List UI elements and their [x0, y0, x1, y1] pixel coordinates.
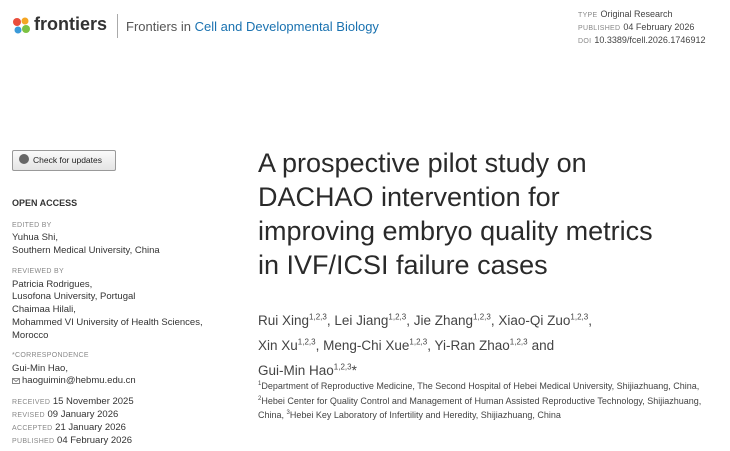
author-name[interactable]: Gui-Min Hao	[258, 362, 334, 378]
email[interactable]: haoguimin@hebmu.edu.cn	[22, 375, 136, 386]
author-separator: *	[351, 362, 357, 378]
meta-value: 04 February 2026	[623, 22, 695, 32]
edited-by-label: EDITED BY	[12, 222, 52, 229]
author-line: Gui-Min Hao1,2,3*	[258, 356, 592, 381]
check-updates-button[interactable]: Check for updates	[12, 150, 116, 171]
correspondent: Gui-Min Hao,	[12, 363, 68, 374]
date-label: ACCEPTED	[12, 425, 53, 432]
author-affiliation-ref: 1,2,3	[409, 337, 428, 346]
affiliation-text: Hebei Key Laboratory of Infertility and …	[289, 410, 561, 420]
author-affiliation-ref: 1,2,3	[309, 312, 327, 321]
affiliation-number: 3	[286, 410, 290, 416]
author-line: Rui Xing1,2,3, Lei Jiang1,2,3, Jie Zhang…	[258, 306, 592, 331]
author-name[interactable]: Jie Zhang	[413, 312, 474, 328]
journal-name: Cell and Developmental Biology	[194, 19, 379, 34]
meta-label: TYPE	[578, 12, 598, 19]
reviewer: Lusofona University, Portugal	[12, 291, 136, 302]
meta-value: Original Research	[600, 9, 673, 19]
author[interactable]: Xiao-Qi Zuo1,2,3,	[498, 312, 592, 328]
date-received: RECEIVED 15 November 2025	[12, 396, 134, 407]
date-label: RECEIVED	[12, 399, 51, 406]
author-name[interactable]: Xin Xu	[258, 337, 298, 353]
affiliation-number: 2	[258, 395, 262, 402]
author-separator: ,	[588, 312, 592, 328]
author-separator: ,	[427, 337, 431, 353]
author[interactable]: Jie Zhang1,2,3,	[413, 312, 495, 328]
affiliations: 1Department of Reproductive Medicine, Th…	[258, 378, 723, 422]
author[interactable]: Lei Jiang1,2,3,	[334, 312, 410, 328]
logo-text: frontiers	[34, 14, 108, 34]
author[interactable]: Yi-Ran Zhao1,2,3 and	[434, 337, 555, 353]
author-affiliation-ref: 1,2,3	[570, 312, 589, 321]
title-line: improving embryo quality metrics	[258, 216, 653, 246]
affiliation: 1Department of Reproductive Medicine, Th…	[258, 381, 699, 391]
affiliation: 2Hebei Center for Quality Control and Ma…	[258, 396, 701, 421]
author-name[interactable]: Lei Jiang	[334, 312, 389, 328]
authors: Rui Xing1,2,3, Lei Jiang1,2,3, Jie Zhang…	[258, 306, 592, 381]
meta-published: PUBLISHED 04 February 2026	[578, 22, 694, 32]
author-affiliation-ref: 1,2,3	[473, 312, 491, 321]
reviewed-by-label: REVIEWED BY	[12, 268, 64, 275]
affiliation-number: 1	[258, 381, 262, 387]
separator	[117, 14, 118, 38]
date-value: 09 January 2026	[47, 409, 119, 420]
mail-icon	[12, 378, 20, 384]
author-separator: ,	[406, 312, 410, 328]
journal: Frontiers in Cell and Developmental Biol…	[126, 19, 379, 34]
author[interactable]: Gui-Min Hao1,2,3*	[258, 362, 357, 378]
author-name[interactable]: Meng-Chi Xue	[323, 337, 410, 353]
date-label: REVISED	[12, 412, 45, 419]
button-label: Check for updates	[33, 155, 102, 165]
meta-label: PUBLISHED	[578, 25, 621, 32]
reviewer: Mohammed VI University of Health Science…	[12, 317, 203, 328]
author-name[interactable]: Yi-Ran Zhao	[434, 337, 510, 353]
reviewer: Chaimaa Hilali,	[12, 304, 76, 315]
journal-prefix: Frontiers in	[126, 19, 192, 34]
meta-type: TYPE Original Research	[578, 9, 673, 19]
affiliation: 3Hebei Key Laboratory of Infertility and…	[287, 410, 561, 420]
reviewer: Morocco	[12, 330, 49, 341]
logo-icon	[13, 17, 30, 34]
date-value: 15 November 2025	[52, 396, 134, 407]
meta-value: 10.3389/fcell.2026.1746912	[594, 35, 706, 45]
author-separator: and	[531, 337, 555, 353]
date-published: PUBLISHED 04 February 2026	[12, 435, 132, 446]
author-separator: ,	[315, 337, 320, 353]
meta-doi: DOI 10.3389/fcell.2026.1746912	[578, 35, 705, 45]
date-accepted: ACCEPTED 21 January 2026	[12, 422, 126, 433]
correspondence-label: *CORRESPONDENCE	[12, 352, 89, 359]
date-revised: REVISED 09 January 2026	[12, 409, 118, 420]
date-value: 04 February 2026	[57, 435, 133, 446]
date-label: PUBLISHED	[12, 438, 55, 445]
author-affiliation-ref: 1,2,3	[509, 337, 528, 346]
title-line: DACHAO intervention for	[258, 182, 560, 212]
author-affiliation-ref: 1,2,3	[297, 337, 316, 346]
editor: Southern Medical University, China	[12, 245, 160, 256]
author[interactable]: Meng-Chi Xue1,2,3,	[323, 337, 431, 353]
editor: Yuhua Shi,	[12, 232, 58, 243]
open-access: OPEN ACCESS	[12, 198, 78, 208]
title-line: in IVF/ICSI failure cases	[258, 250, 548, 280]
title: A prospective pilot study on DACHAO inte…	[258, 146, 653, 282]
date-value: 21 January 2026	[55, 422, 126, 433]
author-separator: ,	[490, 312, 495, 328]
affiliation-text: Department of Reproductive Medicine, The…	[261, 381, 700, 391]
author[interactable]: Xin Xu1,2,3,	[258, 337, 320, 353]
title-line: A prospective pilot study on	[258, 148, 587, 178]
author[interactable]: Rui Xing1,2,3,	[258, 312, 331, 328]
author-separator: ,	[326, 312, 331, 328]
meta-label: DOI	[578, 38, 592, 45]
author-line: Xin Xu1,2,3, Meng-Chi Xue1,2,3, Yi-Ran Z…	[258, 331, 592, 356]
author-affiliation-ref: 1,2,3	[388, 312, 407, 321]
affiliation-text: Hebei Center for Quality Control and Man…	[258, 395, 702, 421]
reviewer: Patricia Rodrigues,	[12, 279, 93, 290]
author-affiliation-ref: 1,2,3	[333, 362, 352, 371]
author-name[interactable]: Rui Xing	[258, 312, 310, 328]
author-name[interactable]: Xiao-Qi Zuo	[498, 312, 571, 328]
